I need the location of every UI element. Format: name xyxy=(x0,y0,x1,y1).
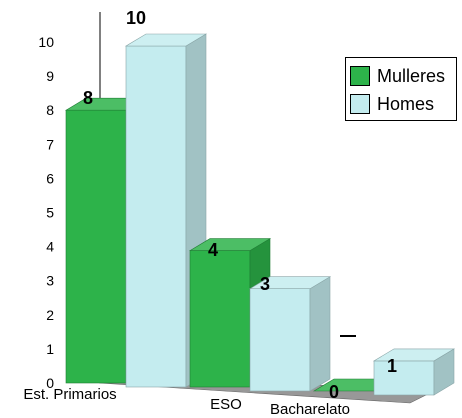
y-tick-label: 3 xyxy=(46,273,54,289)
category-label: ESO xyxy=(210,396,242,413)
bar-top-homes-3 xyxy=(372,348,456,362)
y-tick-label: 2 xyxy=(46,307,54,323)
bar-side-homes-2 xyxy=(309,276,331,392)
category-label: Bacharelato xyxy=(270,401,350,418)
legend-label-homes: Homes xyxy=(377,93,435,114)
data-label-homes-2: 3 xyxy=(260,274,270,294)
y-tick-label: 0 xyxy=(46,375,54,391)
y-tick-label: 7 xyxy=(46,136,54,152)
y-tick-label: 10 xyxy=(38,34,54,50)
legend-label-mulleres: Mulleres xyxy=(377,65,446,86)
bar-homes-3 xyxy=(373,360,435,396)
legend-item-homes: Homes xyxy=(350,93,434,115)
y-tick-label: 8 xyxy=(46,102,54,118)
bar-homes-1 xyxy=(125,45,187,388)
y-tick-label: 1 xyxy=(46,341,54,357)
y-tick-label: 6 xyxy=(46,170,54,186)
data-label-homes-3: 1 xyxy=(387,356,397,376)
chart-legend: Mulleres Homes xyxy=(345,57,457,121)
y-tick-label: 5 xyxy=(46,205,54,221)
legend-swatch-homes xyxy=(350,94,370,114)
legend-swatch-mulleres xyxy=(350,66,370,86)
category-label: Est. Primarios xyxy=(23,386,116,403)
bar-mulleres-2 xyxy=(189,250,251,388)
bar-top-homes-1 xyxy=(124,33,208,47)
data-label-mulleres-3: 0 xyxy=(329,382,339,402)
data-label-mulleres-1: 8 xyxy=(83,88,93,108)
data-label-homes-1: 10 xyxy=(126,8,146,28)
data-label-mulleres-2: 4 xyxy=(208,240,218,260)
bar-homes-2 xyxy=(249,288,311,392)
y-tick-label: 4 xyxy=(46,239,54,255)
y-tick-label: 9 xyxy=(46,68,54,84)
bar-top-homes-2 xyxy=(248,276,332,290)
legend-item-mulleres: Mulleres xyxy=(350,65,445,87)
bar-mulleres-1 xyxy=(65,109,127,384)
bar-top-mulleres-2 xyxy=(188,238,272,251)
